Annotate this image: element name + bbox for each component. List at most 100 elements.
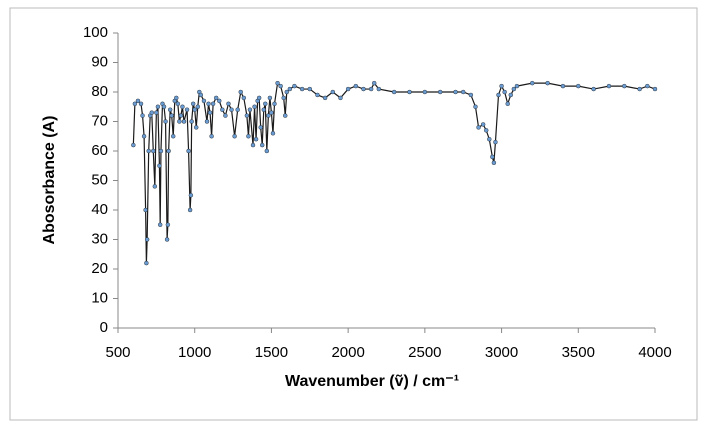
data-point bbox=[181, 119, 187, 124]
data-point bbox=[530, 80, 535, 86]
data-point bbox=[438, 89, 443, 95]
data-point bbox=[353, 83, 359, 89]
data-point bbox=[281, 95, 286, 101]
data-point bbox=[220, 107, 225, 112]
data-point bbox=[299, 86, 305, 92]
data-point bbox=[330, 89, 335, 95]
data-point bbox=[480, 122, 486, 127]
data-point bbox=[180, 104, 185, 109]
data-point bbox=[186, 148, 191, 154]
x-tick-label: 3000 bbox=[485, 344, 518, 361]
data-point bbox=[473, 104, 478, 109]
data-point bbox=[188, 193, 194, 198]
data-point bbox=[511, 86, 517, 92]
data-point bbox=[487, 136, 492, 142]
data-point bbox=[157, 163, 162, 168]
data-point bbox=[652, 86, 658, 92]
data-point bbox=[461, 89, 466, 95]
data-point bbox=[143, 207, 148, 213]
data-point bbox=[269, 110, 274, 115]
data-point bbox=[135, 98, 141, 104]
y-tick-label: 0 bbox=[100, 319, 108, 336]
data-point bbox=[146, 148, 151, 154]
data-point bbox=[167, 107, 173, 112]
data-point bbox=[514, 83, 520, 89]
data-point bbox=[591, 86, 596, 92]
data-point bbox=[468, 92, 474, 98]
data-point bbox=[376, 86, 382, 92]
data-point bbox=[201, 98, 207, 104]
data-point bbox=[637, 86, 642, 92]
data-point bbox=[187, 207, 193, 213]
data-point bbox=[315, 92, 320, 98]
data-point bbox=[155, 104, 161, 109]
data-point bbox=[246, 134, 251, 139]
x-tick-label: 1000 bbox=[178, 344, 211, 361]
x-axis-title: Wavenumber (ṽ) / cm⁻¹ bbox=[285, 373, 459, 390]
data-point bbox=[307, 86, 312, 92]
data-point bbox=[163, 119, 168, 124]
data-point bbox=[270, 131, 276, 136]
data-point bbox=[165, 222, 171, 227]
data-point bbox=[606, 83, 612, 89]
data-point bbox=[238, 89, 243, 95]
data-point bbox=[206, 101, 211, 107]
data-point bbox=[195, 104, 200, 109]
data-point bbox=[391, 89, 397, 95]
data-point bbox=[361, 86, 366, 92]
data-point bbox=[169, 113, 174, 118]
data-point bbox=[204, 119, 210, 124]
data-point bbox=[261, 107, 266, 112]
data-point bbox=[131, 142, 136, 148]
data-point bbox=[283, 113, 288, 118]
data-point bbox=[645, 83, 650, 89]
chart-border bbox=[9, 7, 698, 421]
data-point bbox=[491, 160, 497, 166]
data-point bbox=[264, 148, 270, 154]
data-point bbox=[496, 92, 501, 98]
data-point bbox=[505, 101, 510, 107]
data-point bbox=[484, 128, 489, 133]
data-point bbox=[241, 95, 247, 101]
data-point bbox=[189, 119, 194, 124]
x-tick-label: 4000 bbox=[638, 344, 671, 361]
x-tick-label: 3500 bbox=[562, 344, 595, 361]
data-point bbox=[132, 101, 138, 107]
data-point bbox=[545, 80, 550, 86]
data-point bbox=[260, 142, 265, 148]
data-point bbox=[493, 139, 498, 145]
data-point bbox=[207, 110, 213, 115]
y-tick-label: 20 bbox=[91, 260, 108, 277]
data-point bbox=[154, 110, 159, 115]
y-tick-label: 90 bbox=[91, 53, 108, 70]
data-point bbox=[263, 101, 268, 107]
data-point bbox=[490, 154, 495, 160]
data-point bbox=[287, 86, 293, 92]
data-point bbox=[275, 80, 280, 86]
data-point bbox=[174, 95, 179, 101]
data-point bbox=[192, 107, 197, 112]
data-point bbox=[226, 101, 231, 107]
y-tick-label: 50 bbox=[91, 171, 108, 188]
y-tick-label: 80 bbox=[91, 83, 108, 100]
data-point bbox=[258, 125, 263, 130]
data-point bbox=[151, 148, 156, 154]
y-tick-label: 70 bbox=[91, 112, 108, 129]
data-point bbox=[164, 237, 170, 242]
data-point bbox=[422, 89, 428, 95]
data-point bbox=[194, 125, 199, 130]
data-point bbox=[272, 101, 277, 107]
data-point bbox=[232, 134, 237, 139]
data-point bbox=[138, 101, 144, 107]
x-tick-label: 2500 bbox=[408, 344, 441, 361]
data-point bbox=[166, 148, 171, 154]
spectrum-line bbox=[132, 81, 656, 264]
data-point bbox=[210, 101, 216, 107]
data-point bbox=[244, 113, 250, 118]
data-point bbox=[322, 95, 328, 101]
data-point bbox=[266, 113, 271, 118]
y-tick-label: 100 bbox=[83, 24, 108, 41]
data-point bbox=[149, 110, 154, 115]
data-point bbox=[144, 237, 150, 242]
